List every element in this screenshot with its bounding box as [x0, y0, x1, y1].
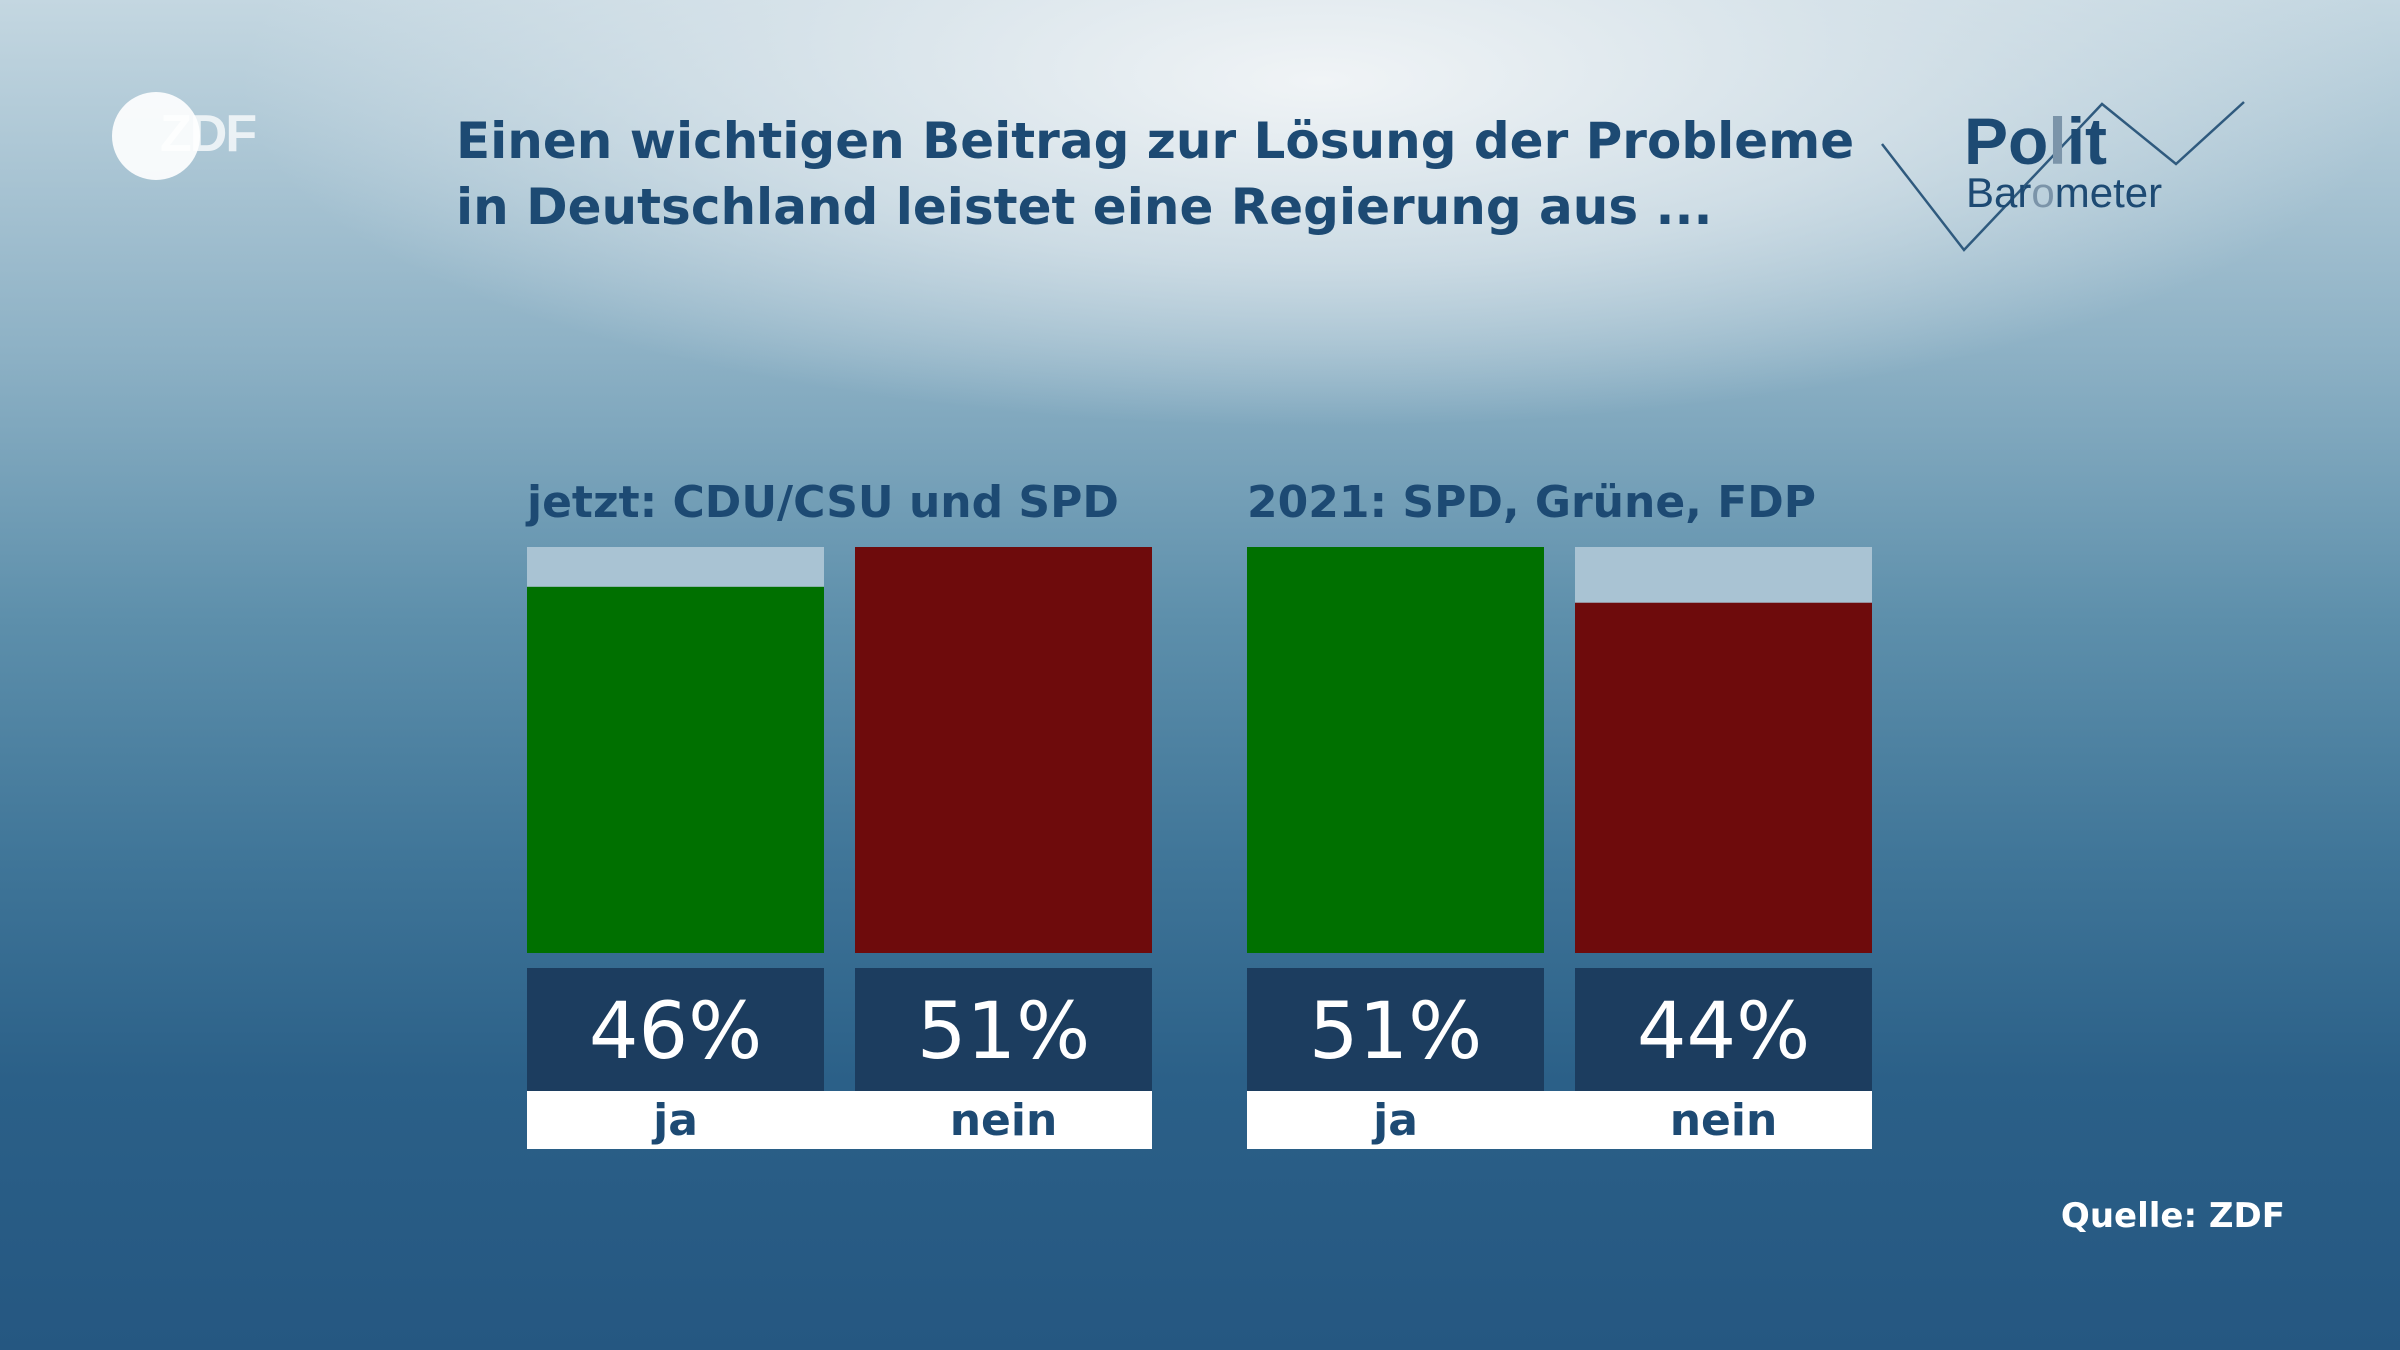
data-label-group-2-nein: 44% — [1637, 987, 1810, 1077]
zdf-logo-text: ZDF — [160, 105, 257, 163]
category-label-group-1-ja: ja — [651, 1095, 698, 1146]
data-label-group-1-ja: 46% — [589, 987, 762, 1077]
group-label-2: 2021: SPD, Grüne, FDP — [1247, 477, 1816, 528]
data-label-group-2-ja: 51% — [1309, 987, 1482, 1077]
data-label-group-1-nein: 51% — [917, 987, 1090, 1077]
category-strip-group-1 — [824, 1091, 855, 1149]
politbarometer-barometer-text: Barometer — [1966, 169, 2163, 216]
chart-title-line-1: Einen wichtigen Beitrag zur Lösung der P… — [456, 112, 1855, 170]
category-strip-group-2 — [1544, 1091, 1575, 1149]
bar-group-2-nein — [1575, 602, 1872, 953]
category-box-group-1-ja — [527, 1091, 824, 1149]
value-box-group-2-ja — [1247, 968, 1544, 1091]
bar-group-1-ja — [527, 586, 824, 953]
value-box-group-1-ja — [527, 968, 824, 1091]
zdf-logo: ZDF — [112, 88, 302, 184]
value-box-group-1-nein — [855, 968, 1152, 1091]
chart-title-line-2: in Deutschland leistet eine Regierung au… — [456, 178, 1713, 236]
bar-group-2-ja — [1247, 547, 1544, 953]
politbarometer-zigzag-icon — [1881, 101, 2245, 252]
value-box-group-2-nein — [1575, 968, 1872, 1091]
zdf-logo-circle — [112, 92, 200, 180]
category-label-group-2-nein: nein — [1670, 1095, 1778, 1146]
category-label-group-1-nein: nein — [950, 1095, 1058, 1146]
source-label: Quelle: ZDF — [2060, 1196, 2285, 1236]
group-label-1: jetzt: CDU/CSU und SPD — [525, 477, 1119, 528]
politbarometer-logo: Polit Barometer — [1876, 92, 2246, 262]
category-label-group-2-ja: ja — [1371, 1095, 1418, 1146]
chart-title: Einen wichtigen Beitrag zur Lösung der P… — [456, 108, 1856, 240]
politbarometer-polit-text: Polit — [1964, 104, 2108, 178]
category-box-group-2-nein — [1575, 1091, 1872, 1149]
category-box-group-1-nein — [855, 1091, 1152, 1149]
category-box-group-2-ja — [1247, 1091, 1544, 1149]
bar-group-1-nein — [855, 547, 1152, 953]
